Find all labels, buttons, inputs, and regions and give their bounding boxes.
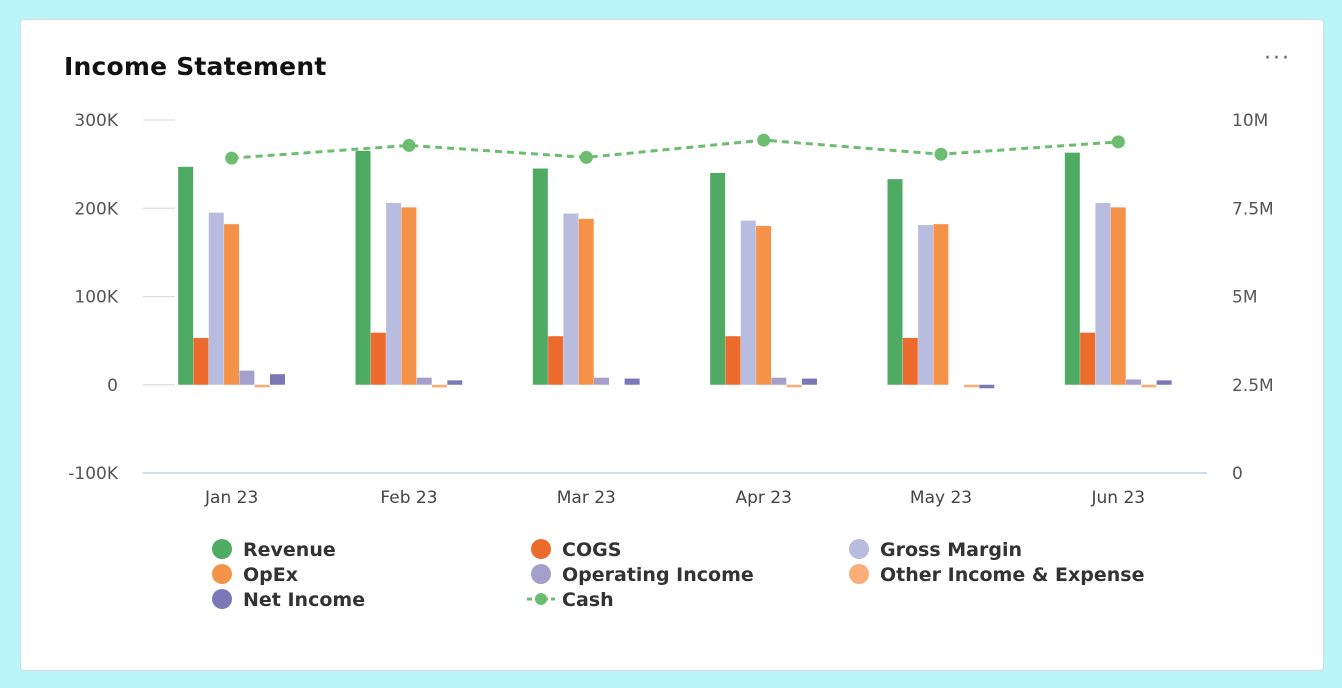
- right-axis-tick-label: 7.5M: [1232, 199, 1274, 219]
- legend-label: Operating Income: [562, 564, 754, 586]
- bar-revenue: [532, 168, 548, 385]
- bar-revenue: [355, 150, 371, 385]
- right-axis-tick-label: 5M: [1232, 288, 1257, 308]
- bar-net-income: [269, 374, 285, 385]
- left-axis-tick-label: -100K: [68, 464, 119, 484]
- more-options-icon[interactable]: ···: [1264, 46, 1291, 71]
- left-axis-tick-label: 300K: [74, 111, 118, 131]
- bar-net-income: [979, 384, 995, 389]
- bar-operating-income: [771, 377, 787, 385]
- legend-swatch: [849, 564, 869, 584]
- right-axis-tick-label: 2.5M: [1232, 376, 1274, 396]
- legend: Revenue COGS Gross Margin OpEx Operating Inc…: [212, 539, 1144, 611]
- bar-other-income-and-expense: [786, 384, 802, 388]
- legend-label: Other Income & Expense: [880, 564, 1144, 586]
- x-axis-tick-label: May 23: [910, 488, 972, 508]
- bar-gross-margin: [1095, 202, 1111, 385]
- bar-gross-margin: [208, 212, 224, 385]
- x-axis-tick-label: Apr 23: [735, 488, 791, 508]
- legend-label: Revenue: [243, 539, 336, 561]
- bar-cogs: [193, 337, 209, 385]
- legend-item-revenue: Revenue: [212, 539, 336, 561]
- legend-item-net-income: Net Income: [212, 589, 365, 611]
- bar-cogs: [902, 337, 918, 385]
- bar-cogs: [725, 336, 741, 385]
- cash-line: [231, 138, 1119, 160]
- bar-other-income-and-expense: [1141, 384, 1157, 388]
- cash-point: [1111, 135, 1125, 149]
- bar-net-income: [801, 378, 817, 385]
- right-axis-tick-label: 0: [1232, 464, 1243, 484]
- legend-swatch: [849, 539, 869, 559]
- bar-opex: [933, 224, 949, 385]
- left-axis-tick-label: 100K: [74, 288, 118, 308]
- legend-swatch-dot: [535, 593, 547, 605]
- cash-point: [757, 133, 771, 147]
- right-axis-tick-label: 10M: [1232, 111, 1268, 131]
- bar-series: [178, 150, 1172, 389]
- x-axis-tick-label: Mar 23: [557, 488, 616, 508]
- bar-revenue: [178, 166, 194, 385]
- legend-label: Net Income: [243, 589, 365, 611]
- bar-net-income: [624, 378, 640, 385]
- x-axis-tick-label: Jan 23: [204, 488, 258, 508]
- bar-revenue: [887, 179, 903, 385]
- legend-swatch: [212, 539, 232, 559]
- legend-item-gross-margin: Gross Margin: [849, 539, 1022, 561]
- bar-operating-income: [594, 377, 610, 385]
- legend-label: COGS: [562, 539, 621, 561]
- bar-opex: [401, 207, 417, 385]
- cash-line-series: [225, 133, 1125, 165]
- bar-gross-margin: [386, 202, 402, 385]
- right-axis-ticks: 10M 7.5M 5M 2.5M 0: [1232, 111, 1274, 484]
- left-axis-tick-label: 0: [107, 376, 118, 396]
- bar-opex: [578, 218, 594, 385]
- bar-gross-margin: [740, 220, 756, 385]
- bar-operating-income: [1126, 379, 1142, 385]
- bar-net-income: [1156, 380, 1172, 385]
- bar-operating-income: [239, 370, 255, 385]
- legend-swatch: [531, 539, 551, 559]
- cash-point: [402, 138, 416, 152]
- legend-item-cogs: COGS: [531, 539, 621, 561]
- legend-label: Cash: [562, 589, 614, 611]
- bar-other-income-and-expense: [432, 384, 447, 388]
- bar-revenue: [1064, 152, 1080, 385]
- cash-point: [934, 147, 948, 161]
- bar-opex: [756, 225, 772, 385]
- left-axis-tick-label: 200K: [74, 199, 118, 219]
- legend-swatch: [531, 564, 551, 584]
- grid-lines: [143, 119, 1207, 474]
- left-axis-ticks: 300K 200K 100K 0 -100K: [68, 111, 119, 484]
- bar-cogs: [1080, 332, 1096, 385]
- bar-operating-income: [416, 377, 432, 385]
- bar-cogs: [548, 336, 564, 385]
- legend-label: Gross Margin: [880, 539, 1022, 561]
- cash-point: [579, 150, 593, 164]
- legend-label: OpEx: [243, 564, 298, 586]
- legend-item-other-income-and-expense: Other Income & Expense: [849, 564, 1144, 586]
- legend-swatch: [212, 564, 232, 584]
- bar-cogs: [370, 332, 386, 385]
- bar-opex: [224, 224, 240, 385]
- card-title: Income Statement: [64, 52, 327, 81]
- legend-item-opex: OpEx: [212, 564, 298, 586]
- bar-net-income: [447, 380, 463, 385]
- legend-item-operating-income: Operating Income: [531, 564, 754, 586]
- cash-point: [225, 151, 239, 165]
- x-axis-tick-label: Jun 23: [1091, 488, 1146, 508]
- legend-swatch: [212, 589, 232, 609]
- bar-other-income-and-expense: [254, 384, 270, 388]
- bar-revenue: [710, 172, 726, 385]
- bar-other-income-and-expense: [964, 384, 979, 388]
- bar-opex: [1110, 207, 1126, 385]
- legend-item-cash: Cash: [527, 589, 614, 611]
- x-axis-tick-label: Feb 23: [380, 488, 437, 508]
- x-axis-ticks: Jan 23 Feb 23 Mar 23 Apr 23 May 23 Jun 23: [204, 488, 1145, 508]
- bar-gross-margin: [563, 213, 579, 385]
- bar-gross-margin: [918, 225, 934, 385]
